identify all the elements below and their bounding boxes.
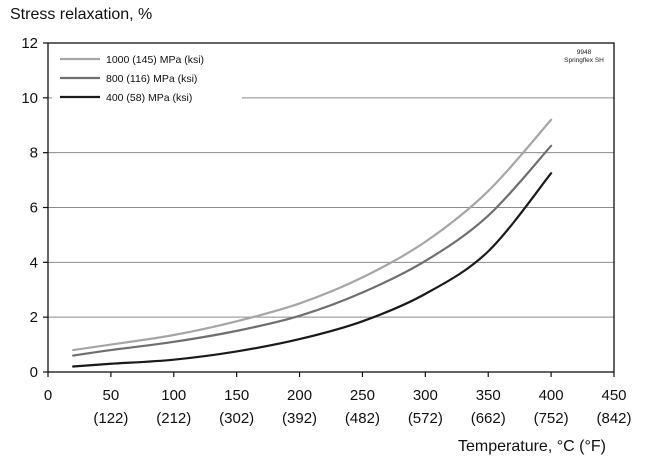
x-tick-label-450: 450 <box>601 387 626 404</box>
x-tick-label-250: 250 <box>350 387 375 404</box>
x-tick-sublabel-300: (572) <box>408 410 443 427</box>
legend: 1000 (145) MPa (ksi) 800 (116) MPa (ksi) 4… <box>52 47 242 105</box>
x-tick-label-100: 100 <box>161 387 186 404</box>
annotation-line-2: Springflex SH <box>564 57 604 64</box>
y-tick-label-6: 6 <box>30 200 38 217</box>
legend-label-0: 1000 (145) MPa (ksi) <box>106 54 204 66</box>
annotation-line-1: 9948 <box>576 49 592 56</box>
series-line-2 <box>72 172 553 368</box>
y-tick-label-0: 0 <box>30 364 38 381</box>
y-tick-label-8: 8 <box>30 145 38 162</box>
x-tick-sublabel-150: (302) <box>219 410 254 427</box>
x-tick-sublabel-250: (482) <box>345 410 380 427</box>
x-tick-sublabel-50: (122) <box>93 410 128 427</box>
y-tick-label-12: 12 <box>21 35 38 52</box>
gridlines <box>48 97 614 318</box>
x-tick-sublabel-200: (392) <box>282 410 317 427</box>
x-axis-title: Temperature, °C (°F) <box>458 438 606 455</box>
tick-labels: 0 2 4 6 8 10 12 0 50 (122) 100 (212) 150 (302) 200 (392… <box>21 35 631 427</box>
series-lines <box>72 118 553 368</box>
y-tick-label-4: 4 <box>30 254 38 271</box>
y-tick-label-2: 2 <box>30 309 38 326</box>
x-tick-label-0: 0 <box>44 387 52 404</box>
x-tick-label-350: 350 <box>476 387 501 404</box>
chart-annotation: 9948 Springflex SH <box>548 49 620 65</box>
x-tick-label-200: 200 <box>287 387 312 404</box>
y-axis-title: Stress relaxation, % <box>10 6 153 23</box>
series-line-0 <box>72 118 553 352</box>
legend-label-1: 800 (116) MPa (ksi) <box>106 73 197 85</box>
legend-label-2: 400 (58) MPa (ksi) <box>106 92 192 104</box>
x-tick-sublabel-400: (752) <box>534 410 569 427</box>
axes <box>43 42 615 377</box>
x-tick-sublabel-350: (662) <box>471 410 506 427</box>
y-tick-label-10: 10 <box>21 90 38 107</box>
series-line-1 <box>72 144 553 357</box>
x-tick-sublabel-100: (212) <box>156 410 191 427</box>
x-tick-label-150: 150 <box>224 387 249 404</box>
x-tick-label-400: 400 <box>539 387 564 404</box>
x-tick-label-300: 300 <box>413 387 438 404</box>
x-tick-sublabel-450: (842) <box>596 410 631 427</box>
x-tick-label-50: 50 <box>103 387 120 404</box>
legend-background <box>52 47 242 105</box>
